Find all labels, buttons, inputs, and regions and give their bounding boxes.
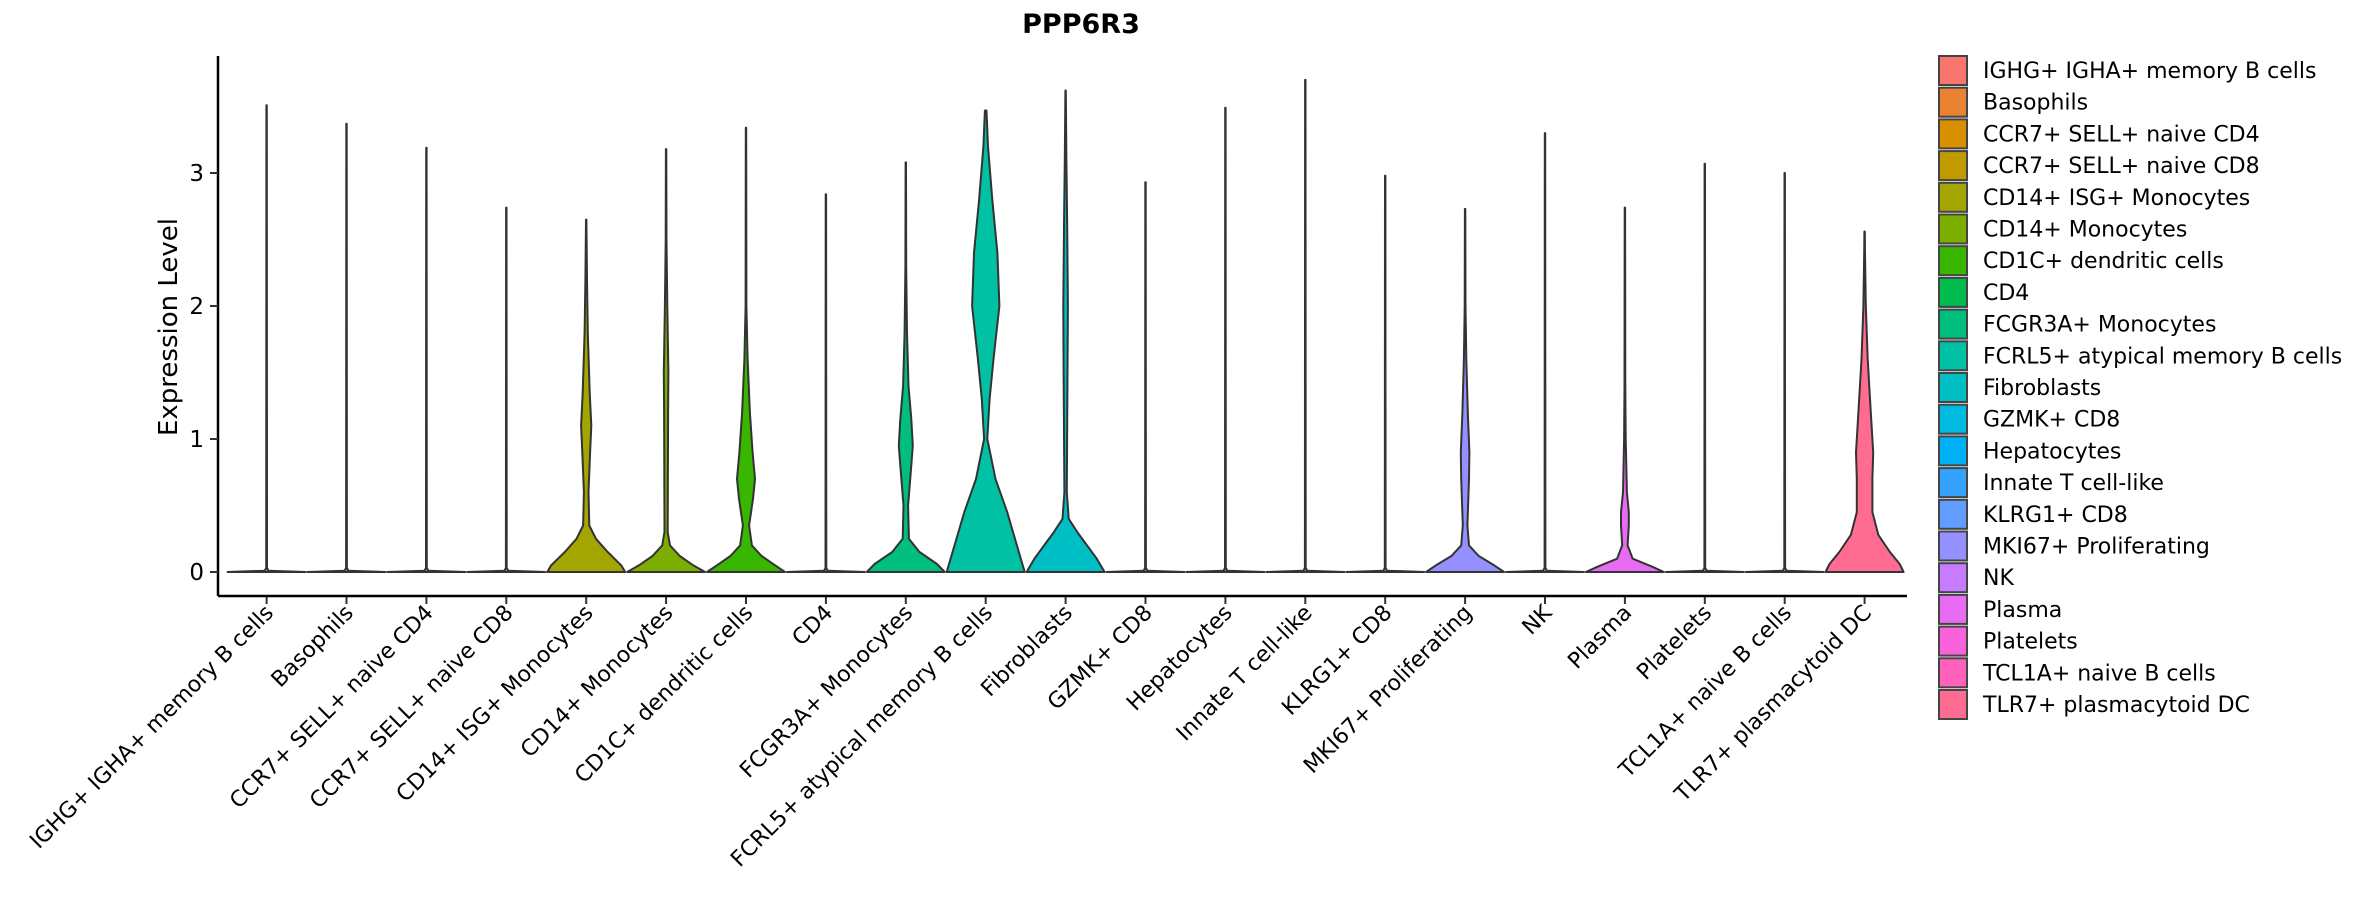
x-tick-label: Plasma (1563, 601, 1637, 675)
legend-swatch (1938, 562, 1968, 594)
violin-2 (386, 146, 467, 573)
legend-label: IGHG+ IGHA+ memory B cells (1983, 59, 2316, 84)
legend-swatch (1938, 86, 1968, 118)
legend-swatch (1938, 435, 1968, 467)
legend-label: TLR7+ plasmacytoid DC (1982, 693, 2250, 718)
violin-18 (1664, 162, 1745, 573)
chart-title: PPP6R3 (1022, 9, 1140, 40)
violin-13 (1265, 78, 1346, 573)
legend-swatch (1938, 150, 1968, 182)
violin-6 (706, 126, 786, 573)
legend-swatch (1938, 593, 1968, 625)
x-tick-label: NK (1518, 600, 1558, 640)
y-tick-label: 2 (189, 294, 204, 320)
legend-swatch (1938, 498, 1968, 530)
y-axis-label: Expression Level (154, 218, 184, 436)
legend-label: NK (1983, 566, 2014, 591)
legend-label: Plasma (1983, 598, 2062, 623)
violin-3 (466, 206, 547, 573)
legend-swatch (1938, 118, 1968, 150)
violin-17 (1584, 206, 1665, 573)
legend-label: Platelets (1983, 630, 2078, 655)
legend-swatch (1938, 55, 1968, 86)
legend-label: CD14+ ISG+ Monocytes (1983, 186, 2250, 211)
y-tick-label: 0 (189, 560, 204, 586)
legend-label: CCR7+ SELL+ naive CD8 (1983, 154, 2260, 179)
legend-label: Basophils (1983, 91, 2088, 116)
legend-swatch (1938, 530, 1968, 562)
legend-swatch (1938, 689, 1968, 720)
legend-swatch (1938, 625, 1968, 657)
legend-swatch (1938, 372, 1968, 403)
legend-label: Hepatocytes (1983, 439, 2121, 464)
legend-label: KLRG1+ CD8 (1983, 503, 2128, 528)
legend-label: MKI67+ Proliferating (1983, 535, 2210, 560)
legend-label: CD4 (1983, 281, 2029, 306)
violin-15 (1425, 207, 1506, 573)
legend: IGHG+ IGHA+ memory B cells Basophils CCR7+… (1938, 55, 2342, 720)
legend-label: CD1C+ dendritic cells (1983, 249, 2224, 274)
violin-1 (306, 122, 387, 573)
legend-swatch (1938, 467, 1968, 499)
legend-label: CCR7+ SELL+ naive CD4 (1983, 122, 2260, 147)
violin-9 (945, 109, 1026, 573)
violin-4 (546, 218, 627, 573)
legend-label: FCRL5+ atypical memory B cells (1983, 344, 2342, 369)
violin-19 (1744, 172, 1825, 573)
violins (226, 78, 1905, 573)
violin-7 (785, 193, 866, 573)
x-tick-label: IGHG+ IGHA+ memory B cells (25, 601, 278, 854)
violin-10 (1025, 89, 1106, 573)
violin-16 (1505, 132, 1585, 573)
x-tick-label: CD4 (788, 601, 838, 651)
x-tick-label: CD14+ Monocytes (516, 601, 678, 763)
legend-swatch (1938, 276, 1968, 308)
x-tick-label: Platelets (1632, 601, 1717, 686)
legend-swatch (1938, 657, 1968, 689)
violin-14 (1345, 174, 1426, 573)
violin-0 (226, 104, 307, 573)
y-tick-label: 3 (189, 161, 204, 187)
legend-swatch (1938, 213, 1968, 245)
legend-swatch (1938, 340, 1968, 372)
y-tick-label: 1 (189, 427, 204, 453)
legend-swatch (1938, 308, 1968, 340)
legend-label: TCL1A+ naive B cells (1982, 661, 2216, 686)
violin-5 (626, 148, 707, 573)
violin-20 (1824, 230, 1905, 573)
legend-swatch (1938, 403, 1968, 435)
legend-label: GZMK+ CD8 (1983, 408, 2120, 433)
legend-swatch (1938, 245, 1968, 277)
legend-swatch (1938, 181, 1968, 213)
x-tick-label: Innate T cell-like (1172, 601, 1318, 747)
violin-8 (865, 161, 946, 573)
violin-12 (1185, 106, 1266, 573)
legend-label: CD14+ Monocytes (1983, 218, 2187, 243)
legend-label: Innate T cell-like (1983, 471, 2164, 496)
legend-label: FCGR3A+ Monocytes (1983, 313, 2216, 338)
legend-label: Fibroblasts (1983, 376, 2101, 401)
violin-11 (1105, 181, 1186, 573)
